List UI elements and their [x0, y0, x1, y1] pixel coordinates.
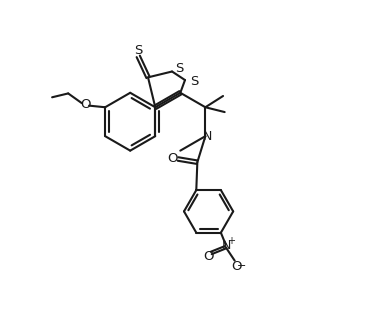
Text: O: O: [167, 152, 177, 165]
Text: O: O: [203, 250, 214, 263]
Text: O: O: [81, 98, 91, 112]
Text: −: −: [237, 262, 246, 271]
Text: +: +: [228, 236, 235, 246]
Text: S: S: [175, 62, 183, 75]
Text: S: S: [134, 44, 142, 57]
Text: S: S: [190, 75, 198, 88]
Text: N: N: [222, 239, 231, 252]
Text: N: N: [202, 130, 212, 143]
Text: O: O: [231, 260, 242, 273]
